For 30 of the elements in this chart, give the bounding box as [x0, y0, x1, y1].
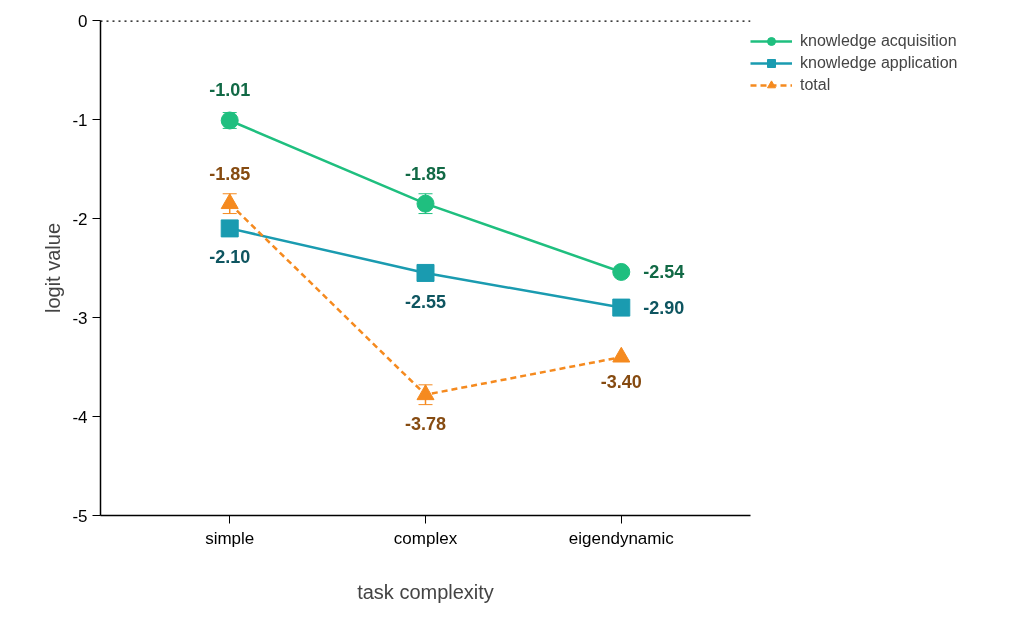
x-axis-title: task complexity: [357, 580, 494, 603]
point: [612, 298, 631, 317]
legend-label: knowledge acquisition: [800, 32, 957, 50]
x-tick-label: complex: [393, 528, 458, 548]
data-label: -3.78: [404, 413, 447, 434]
x-tick-label: eigendynamic: [568, 528, 675, 548]
legend-label: total: [800, 76, 831, 94]
data-label: -3.40: [600, 372, 642, 393]
legend-label: knowledge application: [800, 54, 958, 72]
y-tick-label: 0: [78, 11, 88, 31]
data-label: -1.85: [209, 163, 251, 184]
data-label: -1.01: [209, 80, 251, 101]
point: [612, 346, 631, 363]
y-tick-label: -3: [72, 308, 88, 328]
point: [220, 219, 239, 238]
data-label: -2.10: [209, 247, 251, 268]
y-tick-label: -2: [72, 209, 88, 229]
y-tick-label: -5: [72, 506, 88, 526]
point: [220, 193, 239, 210]
x-tick-label: simple: [205, 528, 255, 548]
data-label: -2.54: [643, 262, 685, 283]
data-label: -1.85: [404, 163, 447, 184]
point: [416, 263, 435, 282]
y-tick-label: -4: [72, 407, 88, 427]
data-label: -2.55: [404, 291, 447, 312]
data-label: -2.90: [643, 298, 685, 319]
point: [416, 384, 435, 401]
y-axis-title: logit value: [42, 222, 65, 314]
point: [612, 262, 631, 281]
y-tick-label: -1: [72, 110, 88, 130]
